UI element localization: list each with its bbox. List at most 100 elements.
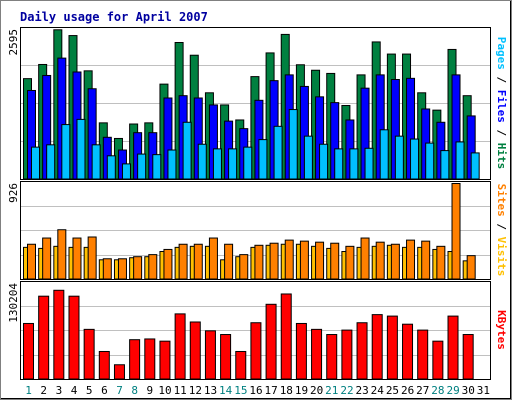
bar-kbytes-day-9 — [144, 338, 156, 380]
bar-pages-day-13 — [212, 148, 222, 180]
bar-sites-day-2 — [42, 237, 52, 280]
bar-sites-day-9 — [148, 254, 158, 280]
bar-kbytes-day-24 — [371, 314, 383, 380]
ymax-label: 2595 — [7, 29, 20, 56]
bar-kbytes-day-30 — [462, 334, 474, 380]
bar-pages-day-22 — [349, 148, 359, 180]
day-label: 1 — [25, 384, 32, 397]
bar-sites-day-20 — [315, 241, 325, 280]
day-labels: 1 2 3 4 5 6 7 8 9 10 11 12 13 14 15 16 17 18 19 20 21 22 23 24 2… — [25, 384, 490, 397]
bar-sites-day-30 — [466, 255, 476, 280]
panel-kbytes: 130204 KBytes — [7, 281, 508, 380]
panel-visits-sites: 926 Sites / Visits — [7, 181, 508, 280]
day-label: 23 — [356, 384, 369, 397]
legend-part: Hits — [495, 143, 508, 170]
bar-sites-day-13 — [208, 237, 218, 280]
bar-pages-day-19 — [303, 135, 313, 180]
bar-kbytes-day-27 — [417, 329, 429, 380]
day-label: 17 — [265, 384, 278, 397]
bar-kbytes-day-7 — [113, 364, 125, 380]
bar-kbytes-day-15 — [235, 350, 247, 380]
panel-hits-files-pages: 2595 Pages / Files / Hits — [7, 27, 508, 180]
series-legend-vertical: KBytes — [495, 310, 508, 350]
bar-kbytes-day-4 — [68, 295, 80, 380]
bar-kbytes-day-13 — [204, 330, 216, 380]
day-label: 15 — [234, 384, 247, 397]
bar-sites-day-28 — [436, 245, 446, 280]
day-label: 19 — [295, 384, 308, 397]
bar-pages-day-29 — [455, 141, 465, 180]
bar-kbytes-day-18 — [280, 293, 292, 380]
series-legend-vertical: Pages / Files / Hits — [495, 37, 508, 170]
bar-kbytes-day-20 — [311, 328, 323, 380]
day-label: 13 — [204, 384, 217, 397]
day-label: 28 — [431, 384, 444, 397]
bar-pages-day-14 — [228, 148, 238, 180]
bar-sites-day-22 — [345, 245, 355, 280]
legend-part: / — [495, 123, 508, 143]
bar-pages-day-26 — [410, 138, 420, 180]
day-label: 27 — [416, 384, 429, 397]
bar-sites-day-14 — [224, 243, 234, 280]
bar-pages-day-8 — [137, 153, 147, 180]
panel-border — [20, 281, 491, 380]
bar-kbytes-day-16 — [250, 322, 262, 380]
bar-kbytes-day-23 — [356, 322, 368, 380]
series-legend-vertical: Sites / Visits — [495, 184, 508, 277]
legend-part: Files — [495, 90, 508, 123]
bar-kbytes-day-28 — [432, 340, 444, 380]
bar-pages-day-11 — [182, 121, 192, 180]
day-label: 2 — [40, 384, 47, 397]
bar-kbytes-day-22 — [341, 329, 353, 380]
bar-pages-day-20 — [319, 143, 329, 180]
bar-sites-day-6 — [102, 258, 112, 280]
bar-sites-day-26 — [406, 239, 416, 280]
bar-kbytes-day-29 — [447, 315, 459, 380]
bar-sites-day-5 — [87, 236, 97, 280]
bar-pages-day-6 — [106, 155, 116, 180]
bar-sites-day-29 — [451, 183, 461, 280]
legend-part: Sites — [495, 184, 508, 217]
bar-pages-day-10 — [167, 149, 177, 180]
bar-sites-day-7 — [117, 258, 127, 280]
day-label: 21 — [325, 384, 338, 397]
bar-sites-day-1 — [27, 243, 36, 280]
bar-pages-day-12 — [197, 143, 207, 180]
chart-title: Daily usage for April 2007 — [20, 10, 208, 24]
bar-pages-day-15 — [243, 146, 253, 180]
bar-pages-day-2 — [46, 144, 56, 180]
day-label: 10 — [158, 384, 171, 397]
day-label: 7 — [116, 384, 123, 397]
bar-sites-day-21 — [330, 242, 340, 280]
bar-sites-day-10 — [163, 248, 173, 280]
legend-part: KBytes — [495, 310, 508, 350]
bar-pages-day-5 — [91, 144, 101, 180]
bar-pages-day-16 — [258, 139, 268, 180]
panel-border — [20, 27, 491, 180]
bar-kbytes-day-5 — [83, 328, 95, 380]
bar-pages-day-1 — [31, 146, 40, 180]
bar-pages-day-25 — [394, 135, 404, 180]
day-label: 18 — [280, 384, 293, 397]
bar-sites-day-24 — [375, 241, 385, 280]
bar-pages-day-24 — [379, 129, 389, 180]
bar-sites-day-25 — [390, 243, 400, 280]
day-label: 8 — [131, 384, 138, 397]
bar-sites-day-8 — [133, 256, 143, 280]
legend-part: / — [495, 70, 508, 90]
ymax-label: 926 — [7, 183, 20, 203]
bar-kbytes-day-3 — [53, 289, 65, 380]
bar-kbytes-day-12 — [189, 321, 201, 380]
bar-sites-day-23 — [360, 237, 370, 280]
bar-kbytes-day-21 — [326, 334, 338, 380]
day-label: 11 — [174, 384, 187, 397]
bar-kbytes-day-6 — [98, 350, 110, 380]
day-label: 12 — [189, 384, 202, 397]
bar-sites-day-15 — [239, 254, 249, 280]
bar-pages-day-17 — [273, 125, 283, 180]
bar-pages-day-30 — [470, 152, 480, 180]
bar-pages-day-21 — [334, 148, 344, 180]
bar-kbytes-day-11 — [174, 313, 186, 380]
